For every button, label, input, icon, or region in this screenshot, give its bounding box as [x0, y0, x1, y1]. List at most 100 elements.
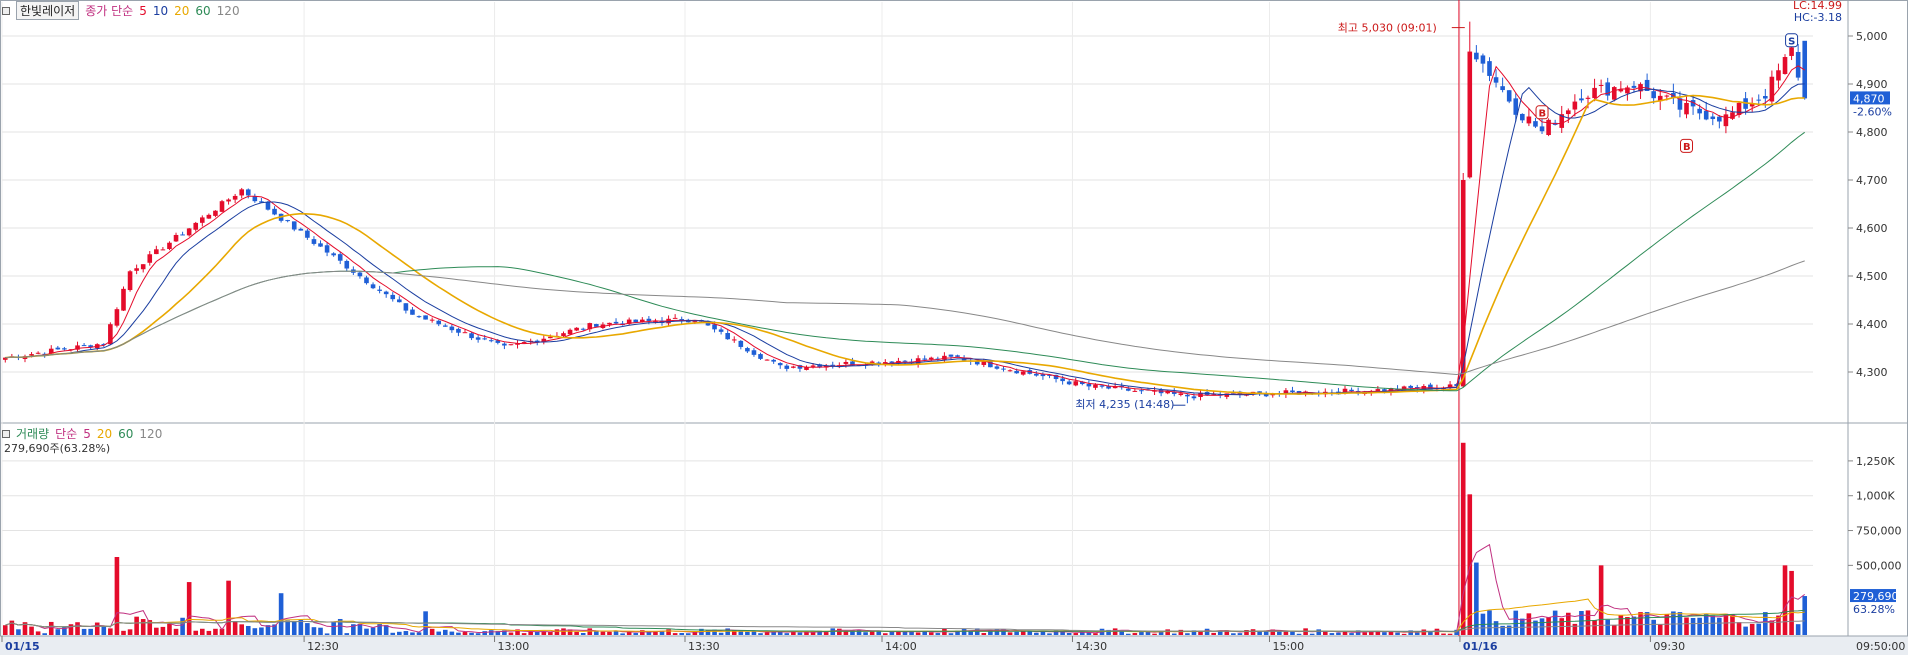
stock-name[interactable]: 한빛레이저 — [16, 1, 80, 20]
volume-bar — [528, 631, 533, 635]
candle-body — [81, 345, 87, 347]
time-axis-bg — [0, 636, 1908, 655]
candle-body — [804, 367, 809, 370]
candle-body — [1723, 114, 1729, 127]
candle-body — [1460, 180, 1466, 387]
candle-body — [1618, 89, 1624, 92]
candle-body — [456, 328, 461, 333]
candle-body — [1513, 98, 1519, 115]
volume-bar — [121, 630, 126, 635]
price-tick-label: 4,400 — [1856, 318, 1888, 331]
volume-bar — [1217, 630, 1223, 635]
volume-bar — [291, 621, 297, 635]
candle-body — [626, 319, 632, 324]
candle-body — [1500, 86, 1505, 91]
candle-body — [1211, 394, 1216, 396]
volume-bar — [436, 631, 442, 635]
candle-body — [1651, 91, 1656, 99]
candle-body — [640, 319, 645, 322]
panel-toggle-icon[interactable] — [2, 6, 10, 15]
volume-bar — [1014, 631, 1019, 635]
candle-body — [1342, 388, 1348, 394]
candle-body — [1644, 79, 1650, 91]
candle-body — [1191, 396, 1197, 399]
candle-body — [777, 363, 783, 366]
volume-bar — [1776, 615, 1781, 635]
volume-bar — [278, 593, 284, 635]
time-tick-label: 15:00 — [1272, 640, 1304, 653]
volume-bar — [1625, 617, 1630, 635]
candle-body — [285, 220, 290, 222]
candle-body — [272, 208, 277, 215]
hc-value: HC:-3.18 — [1794, 11, 1842, 24]
volume-bar — [252, 628, 258, 635]
volume-bar — [311, 627, 317, 635]
candle-body — [213, 210, 218, 216]
volume-bar — [2, 625, 8, 635]
candle-body — [311, 239, 317, 244]
volume-bar — [1736, 622, 1742, 635]
volume-bar — [1605, 619, 1610, 635]
candle-body — [1290, 390, 1295, 393]
volume-bar — [1802, 596, 1808, 635]
volume-bar — [167, 623, 172, 635]
volume-bar — [751, 631, 757, 635]
volume-bar — [1001, 629, 1006, 635]
candle-body — [981, 361, 987, 365]
volume-bar — [758, 633, 763, 635]
volume-bar — [1585, 610, 1591, 635]
volume-bar — [1375, 631, 1381, 635]
volume-bar — [1657, 624, 1663, 635]
candle-body — [475, 337, 481, 340]
candle-body — [305, 230, 310, 238]
volume-panel-toggle-icon[interactable] — [2, 429, 10, 438]
candle-body — [561, 333, 566, 337]
volume-tick-label: 1,000K — [1856, 490, 1895, 503]
volume-bar — [357, 623, 363, 635]
volume-bar — [534, 631, 540, 635]
candle-body — [245, 189, 251, 196]
ma-period-5: 5 — [139, 3, 147, 18]
volume-bar — [902, 631, 908, 635]
candle-body — [1756, 99, 1762, 101]
volume-bar — [180, 617, 185, 635]
candle-body — [745, 348, 750, 352]
volume-bar — [495, 631, 501, 635]
volume-ma-label: 단순 — [55, 427, 78, 441]
volume-bar — [685, 633, 691, 635]
volume-bar — [1007, 632, 1013, 635]
volume-bar — [1631, 616, 1637, 635]
candle-body — [232, 195, 238, 200]
volume-bar — [620, 633, 625, 635]
volume-bar — [1329, 633, 1335, 635]
low-annotation: 최저 4,235 (14:48) — [1075, 398, 1174, 411]
volume-bar — [567, 629, 573, 635]
candle-body — [337, 254, 343, 261]
volume-bar — [206, 630, 212, 635]
candle-body — [416, 316, 422, 318]
candle-body — [758, 354, 763, 359]
candle-body — [508, 344, 514, 346]
volume-bar — [1743, 626, 1748, 635]
candle-body — [1034, 373, 1039, 376]
volume-bar — [1290, 631, 1295, 635]
candle-body — [830, 364, 836, 366]
volume-bar — [988, 630, 993, 635]
volume-bar — [1165, 629, 1170, 635]
candle-body — [882, 362, 888, 364]
candle-body — [1047, 374, 1052, 376]
current-change-label: -2.60% — [1853, 105, 1892, 118]
volume-bar — [1651, 619, 1656, 635]
candle-body — [318, 243, 323, 247]
volume-bar — [692, 631, 698, 635]
volume-bar — [16, 629, 21, 635]
volume-bar — [1152, 633, 1157, 635]
volume-bar — [351, 624, 356, 635]
candle-body — [1080, 381, 1085, 385]
volume-bar — [1257, 630, 1262, 635]
price-legend: 한빛레이저 종가 단순 5 10 20 60 120 — [2, 1, 240, 20]
candle-body — [1585, 97, 1591, 99]
volume-bar — [508, 632, 514, 635]
candle-body — [1565, 110, 1571, 115]
